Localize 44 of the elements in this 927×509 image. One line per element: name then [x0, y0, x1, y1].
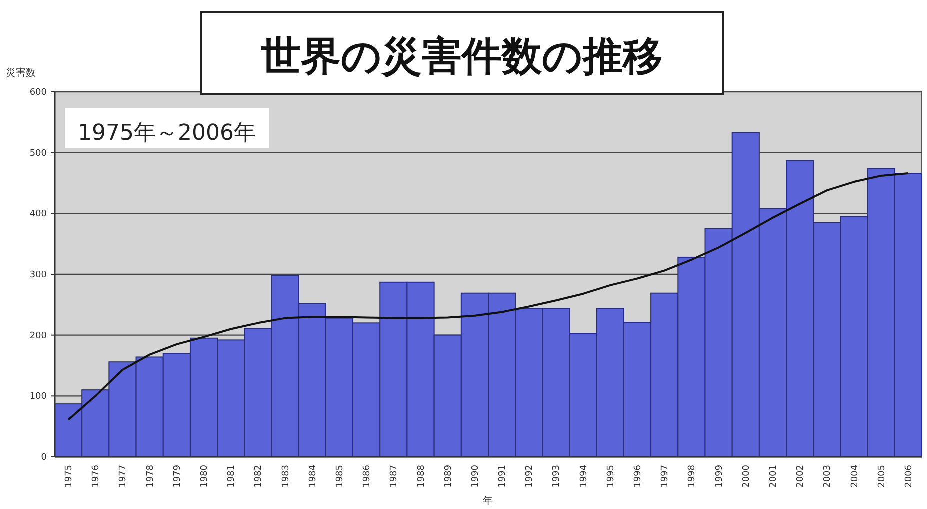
x-tick-label: 1983	[281, 465, 292, 488]
x-axis-title: 年	[483, 495, 493, 507]
x-tick-label: 1995	[606, 465, 616, 488]
x-tick-label: 1979	[172, 464, 183, 488]
x-tick-label: 2002	[796, 465, 806, 488]
x-tick-label: 1980	[200, 464, 210, 488]
x-tick-label: 1998	[688, 464, 698, 488]
x-tick-label: 2000	[742, 464, 752, 488]
x-tick-label: 2006	[904, 464, 914, 488]
x-tick-label: 1981	[227, 465, 238, 488]
x-tick-label: 1977	[118, 465, 129, 488]
y-tick-label: 0	[41, 453, 48, 463]
y-tick-label: 400	[30, 210, 48, 220]
x-tick-label: 1976	[92, 464, 102, 488]
y-tick-label: 100	[30, 392, 48, 402]
x-tick-label: 1982	[254, 465, 264, 488]
y-axis-title: 災害数	[6, 67, 36, 79]
x-tick-label: 1978	[146, 464, 156, 488]
x-tick-label: 1994	[579, 464, 590, 488]
x-tick-label: 1984	[308, 464, 318, 488]
x-tick-label: 1987	[390, 465, 400, 488]
x-tick-label: 1999	[714, 464, 725, 488]
x-tick-label: 2004	[850, 464, 860, 488]
x-tick-label: 1986	[362, 464, 373, 488]
x-tick-label: 2003	[823, 465, 834, 488]
x-tick-label: 2001	[768, 465, 779, 488]
x-tick-label: 1996	[634, 464, 644, 488]
x-tick-label: 1997	[660, 465, 671, 488]
chart-title: 世界の災害件数の推移	[260, 34, 663, 80]
x-tick-label: 1993	[552, 465, 562, 488]
y-tick-label: 500	[30, 148, 48, 159]
x-tick-label: 1985	[335, 465, 346, 488]
x-tick-label: 1975	[64, 465, 75, 488]
line-series	[68, 172, 910, 421]
y-tick-label: 600	[30, 88, 48, 98]
annotation: 1975年～2006年	[78, 121, 256, 146]
x-tick-label: 2005	[877, 465, 888, 488]
x-tick-label: 1988	[416, 464, 427, 488]
x-tick-label: 1990	[470, 464, 481, 488]
x-tick-label: 1989	[444, 464, 454, 488]
x-tick-label: 1992	[525, 465, 536, 488]
y-tick-label: 300	[30, 270, 48, 280]
y-tick-label: 200	[30, 331, 48, 342]
x-tick-label: 1991	[498, 465, 508, 488]
